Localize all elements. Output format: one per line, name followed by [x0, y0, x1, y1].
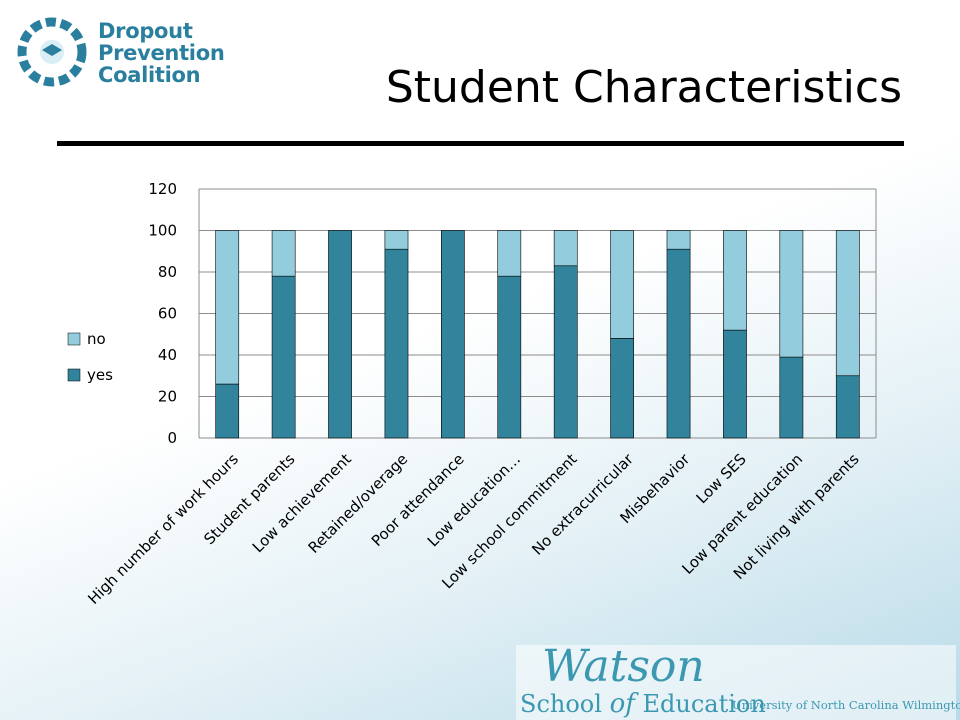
y-tick-label: 60 — [158, 305, 177, 323]
y-tick-label: 80 — [158, 263, 177, 281]
bar-no — [553, 230, 578, 267]
legend-swatch-yes — [67, 368, 81, 382]
y-tick-label: 20 — [158, 388, 177, 406]
legend-label-no: no — [87, 330, 106, 348]
bar-yes — [723, 329, 747, 439]
university-name: University of North Carolina Wilmington — [732, 698, 960, 712]
logo-line-3: Coalition — [98, 63, 201, 87]
bar-no — [610, 230, 634, 339]
bar-yes — [271, 275, 296, 439]
school-of-education-wordmark: School of Education — [520, 689, 766, 719]
hands-circle-icon — [17, 17, 87, 87]
logo-text: Dropout Prevention Coalition — [98, 20, 225, 86]
bar-no — [835, 230, 860, 377]
bar-no — [215, 230, 240, 385]
bar-no — [384, 230, 409, 250]
x-tick-label: Retained/overage — [305, 450, 412, 557]
bar-yes — [610, 338, 634, 439]
slide-title: Student Characteristics — [385, 62, 902, 113]
bar-yes — [441, 230, 465, 439]
education-word: Education — [642, 690, 766, 718]
title-divider — [57, 141, 904, 146]
y-tick-label: 100 — [148, 222, 177, 240]
watson-wordmark: Watson — [542, 641, 705, 692]
legend-label-yes: yes — [87, 366, 113, 384]
bar-yes — [779, 356, 804, 439]
x-tick-label: Low SES — [693, 450, 750, 507]
bar-no — [723, 230, 747, 331]
bar-no — [779, 230, 804, 358]
y-tick-label: 40 — [158, 346, 177, 364]
bar-yes — [835, 375, 860, 439]
y-tick-label: 120 — [148, 180, 177, 198]
watson-school-logo: Watson School of Education University of… — [516, 641, 960, 720]
bar-no — [666, 230, 691, 250]
legend-swatch-no — [67, 332, 81, 346]
bar-yes — [497, 275, 522, 439]
bar-yes — [384, 248, 409, 439]
dropout-prevention-coalition-logo — [12, 14, 222, 94]
bar-yes — [553, 265, 578, 439]
bar-yes — [666, 248, 691, 439]
x-tick-label: Low achievement — [249, 450, 355, 556]
logo-line-2: Prevention — [98, 41, 225, 65]
bar-yes — [328, 230, 352, 439]
of-word: of — [609, 689, 635, 719]
school-word: School — [520, 690, 602, 718]
y-tick-label: 0 — [167, 429, 177, 447]
bar-yes — [215, 383, 240, 439]
logo-line-1: Dropout — [98, 19, 193, 43]
bar-no — [271, 230, 296, 277]
bar-no — [497, 230, 522, 277]
x-tick-label: No extracurricular — [528, 450, 637, 559]
